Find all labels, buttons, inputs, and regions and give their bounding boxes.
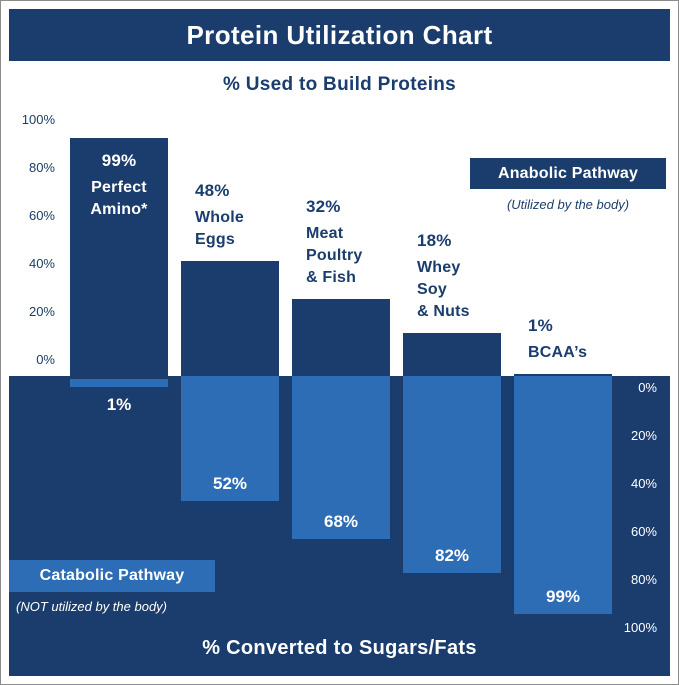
catabolic-value-whey-soy-nuts: 82%	[434, 545, 470, 565]
catabolic-bar-whole-eggs: 52%	[181, 376, 279, 501]
anabolic-value-meat-poultry-fish: 32%	[306, 197, 341, 217]
bar-label-perfect-amino: 99% Perfect Amino*	[70, 150, 168, 221]
bar-label-whey-soy-nuts: 18% Whey Soy & Nuts	[417, 230, 470, 323]
upper-axis-title: % Used to Build Proteins	[222, 74, 457, 95]
category-line: Whey	[417, 258, 461, 276]
catabolic-legend-note: (NOT utilized by the body)	[16, 599, 168, 614]
category-line: Poultry	[306, 247, 363, 265]
anabolic-bar-whey-soy-nuts	[403, 332, 501, 376]
anabolic-bar-perfect-amino: 99% Perfect Amino*	[70, 138, 168, 376]
category-line: Amino*	[90, 201, 148, 219]
upper-tick-20: 20%	[28, 304, 55, 319]
anabolic-value-perfect-amino: 99%	[101, 151, 137, 171]
chart-canvas: Protein Utilization Chart % Used to Buil…	[9, 9, 670, 676]
anabolic-bar-bcaa-s	[514, 373, 612, 376]
catabolic-value-whole-eggs: 52%	[212, 473, 248, 493]
catabolic-bar-meat-poultry-fish: 68%	[292, 376, 390, 540]
anabolic-bar-meat-poultry-fish	[292, 299, 390, 376]
category-line: Meat	[306, 225, 344, 243]
upper-tick-60: 60%	[28, 208, 55, 223]
catabolic-bars: 1% 52% 68% 82% 99%	[9, 376, 670, 676]
catabolic-legend-badge: Catabolic Pathway	[9, 560, 215, 592]
lower-tick-0: 0%	[638, 380, 657, 395]
anabolic-value-bcaa-s: 1%	[528, 315, 553, 335]
lower-tick-40: 40%	[630, 476, 657, 491]
anabolic-legend-badge: Anabolic Pathway	[470, 158, 666, 189]
upper-tick-80: 80%	[28, 160, 55, 175]
upper-tick-100: 100%	[21, 112, 55, 127]
upper-axis-ticks: 0% 20% 40% 60% 80% 100%	[9, 61, 670, 376]
anabolic-value-whey-soy-nuts: 18%	[417, 230, 452, 250]
catabolic-legend-label: Catabolic Pathway	[39, 567, 185, 584]
category-line: & Fish	[306, 269, 357, 287]
upper-tick-0: 0%	[36, 352, 55, 367]
anabolic-legend-label: Anabolic Pathway	[497, 164, 639, 182]
category-line: Soy	[417, 280, 447, 298]
catabolic-panel: 1% 52% 68% 82% 99% 0% 20% 40% 60% 80% 100%	[9, 376, 670, 676]
lower-axis-ticks: 0% 20% 40% 60% 80% 100%	[607, 376, 657, 676]
lower-tick-20: 20%	[630, 428, 657, 443]
upper-tick-40: 40%	[28, 256, 55, 271]
lower-axis-title: % Converted to Sugars/Fats	[202, 637, 477, 659]
category-line: Whole	[195, 208, 244, 226]
category-line: BCAA’s	[528, 343, 588, 361]
chart-title: Protein Utilization Chart	[186, 19, 493, 50]
category-line: Perfect	[91, 179, 147, 197]
bar-label-meat-poultry-fish: 32% Meat Poultry & Fish	[306, 196, 363, 289]
anabolic-bar-labels: 48% Whole Eggs 32% Meat Poultry & Fish 18% Whey S…	[9, 61, 670, 376]
lower-tick-100: 100%	[623, 620, 657, 635]
catabolic-bar-perfect-amino	[70, 379, 168, 387]
catabolic-bar-whey-soy-nuts: 82%	[403, 376, 501, 573]
catabolic-value-bcaa-s: 99%	[545, 586, 581, 606]
category-line: Eggs	[195, 230, 235, 248]
catabolic-value-perfect-amino: 1%	[106, 395, 132, 414]
category-line: & Nuts	[417, 302, 470, 320]
lower-tick-60: 60%	[630, 524, 657, 539]
catabolic-value-meat-poultry-fish: 68%	[323, 512, 359, 532]
bar-label-whole-eggs: 48% Whole Eggs	[195, 180, 244, 251]
anabolic-bar-whole-eggs	[181, 260, 279, 376]
lower-tick-80: 80%	[630, 572, 657, 587]
chart-header: Protein Utilization Chart	[9, 9, 670, 61]
anabolic-bars: 99% Perfect Amino*	[9, 61, 670, 376]
anabolic-legend-note: (Utilized by the body)	[506, 197, 630, 212]
bar-label-bcaa-s: 1% BCAA’s	[528, 315, 587, 364]
anabolic-value-whole-eggs: 48%	[195, 180, 230, 200]
anabolic-panel: % Used to Build Proteins 0% 20% 40% 60% 80% 1…	[9, 61, 670, 376]
catabolic-bar-bcaa-s: 99%	[514, 376, 612, 614]
